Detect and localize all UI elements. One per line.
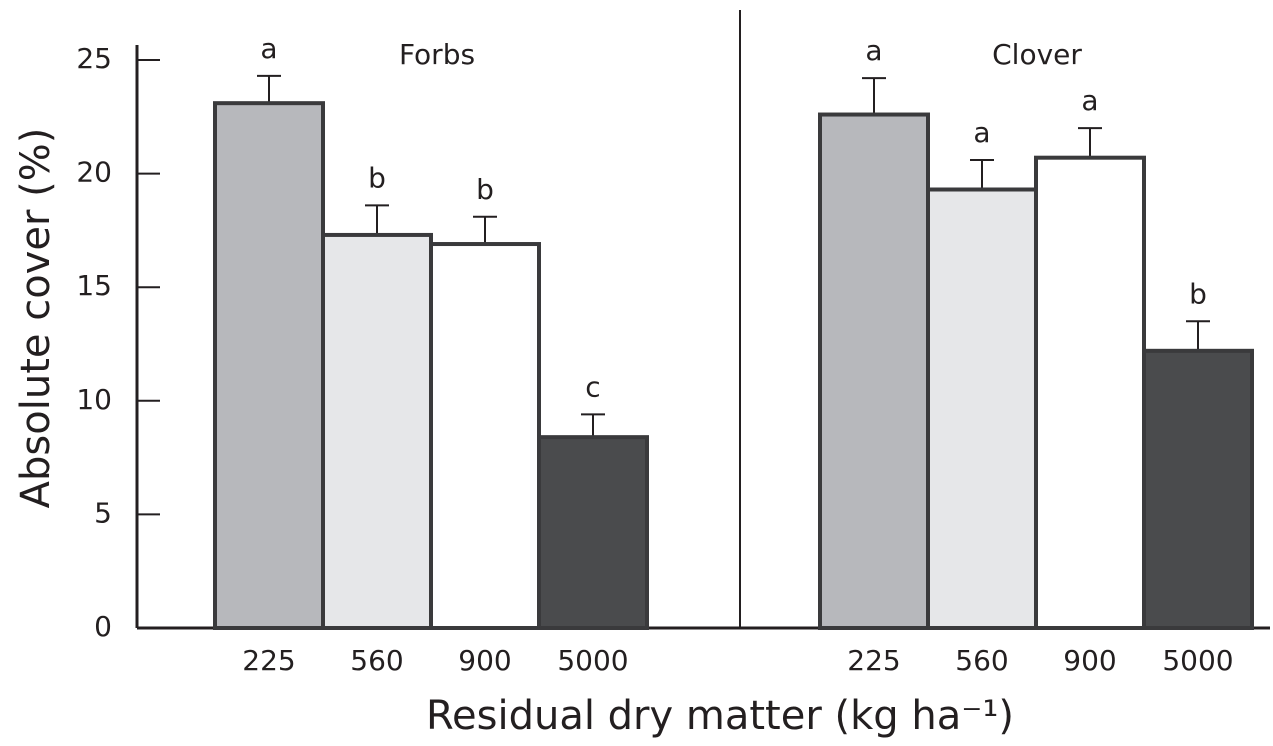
significance-letter: b: [368, 161, 386, 194]
x-tick-label: 900: [458, 644, 511, 677]
y-tick-label: 5: [94, 496, 112, 529]
x-tick-label: 225: [242, 644, 295, 677]
significance-letter: c: [585, 370, 600, 403]
significance-letter: a: [973, 116, 990, 149]
significance-letter: b: [476, 173, 494, 206]
y-tick-label: 10: [76, 383, 112, 416]
significance-letter: a: [865, 34, 882, 67]
bar: [1034, 155, 1146, 630]
bar: [321, 232, 433, 630]
x-tick-label: 900: [1063, 644, 1116, 677]
x-tick-label: 225: [847, 644, 900, 677]
panel-title: Forbs: [399, 38, 475, 71]
bar: [1142, 348, 1254, 630]
x-tick-label: 5000: [557, 644, 628, 677]
x-tick-label: 560: [350, 644, 403, 677]
bar: [537, 435, 649, 631]
significance-letter: a: [260, 32, 277, 65]
y-tick-label: 25: [76, 42, 112, 75]
x-tick-label: 5000: [1162, 644, 1233, 677]
x-axis-label: Residual dry matter (kg ha⁻¹): [426, 693, 1014, 739]
panel-title: Clover: [992, 38, 1082, 71]
significance-letter: b: [1189, 277, 1207, 310]
x-tick-label: 560: [955, 644, 1008, 677]
y-tick-label: 20: [76, 156, 112, 189]
y-axis-label: Absolute cover (%): [13, 128, 59, 509]
bar: [213, 101, 325, 630]
y-tick-label: 15: [76, 269, 112, 302]
bar: [818, 112, 930, 630]
y-tick-label: 0: [94, 610, 112, 643]
bar: [429, 242, 541, 630]
significance-letter: a: [1081, 84, 1098, 117]
bar: [926, 187, 1038, 630]
